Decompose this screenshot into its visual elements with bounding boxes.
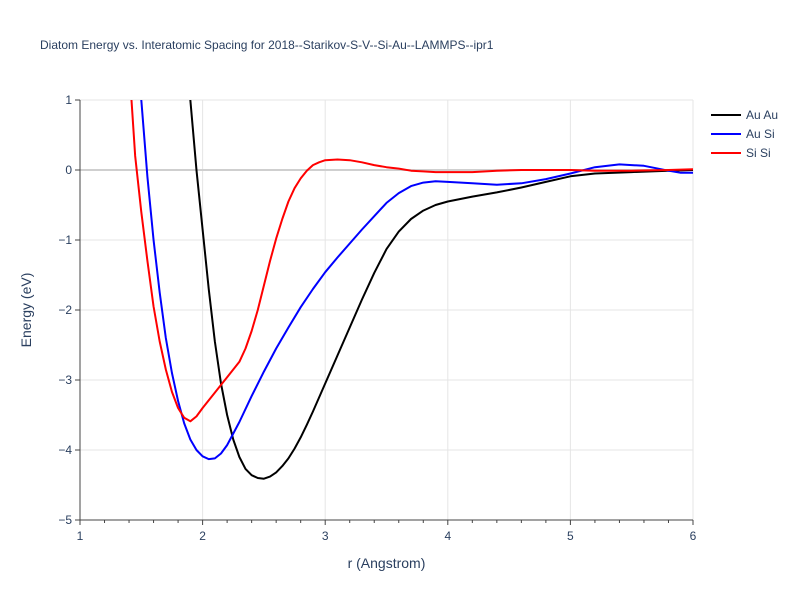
y-tick-label: 1 bbox=[65, 93, 72, 107]
legend: Au Au Au Si Si Si bbox=[711, 108, 778, 160]
y-tick-label: −1 bbox=[58, 233, 72, 247]
legend-item-si-si[interactable]: Si Si bbox=[711, 146, 771, 160]
legend-item-au-si[interactable]: Au Si bbox=[711, 127, 775, 141]
x-tick-label: 4 bbox=[444, 529, 451, 543]
y-tick-label: −3 bbox=[58, 373, 72, 387]
series-line-au-si bbox=[140, 100, 693, 461]
y-axis-ticks: −5 −4 −3 −2 −1 0 1 bbox=[58, 93, 80, 527]
x-tick-label: 3 bbox=[322, 529, 329, 543]
x-tick-label: 2 bbox=[199, 529, 206, 543]
legend-label: Si Si bbox=[746, 146, 771, 160]
series-line-si-si bbox=[130, 100, 693, 423]
y-tick-label: −5 bbox=[58, 513, 72, 527]
y-tick-label: −2 bbox=[58, 303, 72, 317]
legend-label: Au Si bbox=[746, 127, 775, 141]
y-tick-label: 0 bbox=[65, 163, 72, 177]
series-line-au-au bbox=[189, 100, 693, 480]
x-axis-title: r (Angstrom) bbox=[348, 555, 426, 571]
legend-label: Au Au bbox=[746, 108, 778, 122]
x-tick-label: 6 bbox=[690, 529, 697, 543]
legend-item-au-au[interactable]: Au Au bbox=[711, 108, 778, 122]
chart-title: Diatom Energy vs. Interatomic Spacing fo… bbox=[40, 38, 494, 52]
x-axis-ticks: 1 2 3 4 5 6 bbox=[77, 520, 697, 543]
y-axis-title: Energy (eV) bbox=[18, 273, 34, 348]
y-tick-label: −4 bbox=[58, 443, 72, 457]
x-tick-label: 5 bbox=[567, 529, 574, 543]
x-tick-label: 1 bbox=[77, 529, 84, 543]
series-layer bbox=[130, 100, 693, 480]
